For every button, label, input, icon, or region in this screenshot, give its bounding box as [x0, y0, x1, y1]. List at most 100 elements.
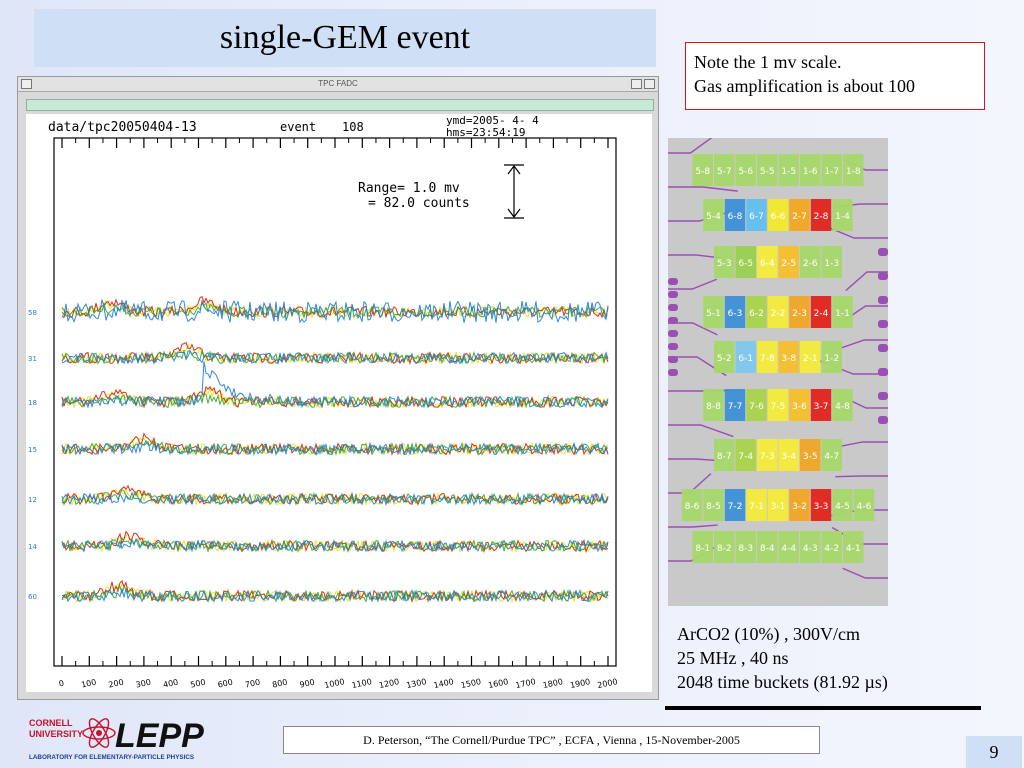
channel-label: 60	[28, 593, 37, 601]
range-label-2: = 82.0 counts	[368, 196, 470, 211]
pad-label: 1-2	[824, 354, 839, 364]
pad-label: 2-6	[803, 259, 818, 269]
pad-trace	[840, 339, 888, 349]
logo-subtitle: LABORATORY FOR ELEMENTARY-PARTICLE PHYSI…	[29, 754, 194, 761]
pad-cell	[757, 246, 778, 278]
x-tick-label: 1400	[433, 677, 455, 690]
pad-cell	[800, 439, 821, 471]
lepp-logo: CORNELL UNIVERSITY LEPP LABORATORY FOR E…	[27, 715, 237, 763]
pad-label: 4-7	[824, 452, 839, 462]
minimize-icon[interactable]	[631, 79, 642, 89]
window-menu-icon[interactable]	[21, 79, 32, 89]
pad-pin	[668, 304, 678, 311]
fadc-window: TPC FADC data/tpc20050404-13 event 108 y…	[17, 76, 659, 700]
pad-label: 8-8	[706, 402, 721, 412]
window-toolbar[interactable]	[26, 99, 654, 111]
pad-label: 3-4	[781, 452, 796, 462]
series-trace-1-2	[61, 349, 609, 366]
fadc-plot-svg: data/tpc20050404-13 event 108 ymd=2005- …	[28, 114, 619, 690]
pad-cell	[800, 531, 821, 563]
fadc-plot: data/tpc20050404-13 event 108 ymd=2005- …	[26, 114, 652, 692]
pad-pin	[878, 296, 888, 304]
note-box: Note the 1 mv scale. Gas amplification i…	[685, 42, 985, 110]
pad-pin	[668, 343, 678, 350]
pad-label: 3-8	[781, 354, 796, 364]
pad-label: 6-3	[728, 309, 743, 319]
pad-cell	[810, 489, 832, 521]
pad-cell	[853, 489, 875, 521]
pad-label: 8-5	[706, 502, 721, 512]
pad-cell	[821, 154, 842, 186]
range-label-1: Range= 1.0 mv	[358, 181, 460, 196]
pad-cell	[821, 246, 842, 278]
pad-pin	[878, 248, 888, 256]
pad-trace	[819, 223, 888, 239]
x-tick-label: 2000	[597, 677, 619, 690]
pad-label: 5-1	[706, 309, 721, 319]
window-title: TPC FADC	[318, 79, 358, 88]
pad-label: 7-5	[771, 402, 786, 412]
pad-cell	[789, 489, 810, 521]
pad-cell	[703, 389, 724, 421]
pad-cell	[767, 199, 789, 231]
window-title-bar[interactable]: TPC FADC	[18, 77, 658, 92]
series-trace-1-3	[61, 350, 609, 365]
page-number: 9	[989, 741, 999, 762]
pad-label: 4-3	[803, 544, 818, 554]
pad-label: 1-6	[803, 167, 818, 177]
pad-cell	[767, 389, 789, 421]
x-tick-label: 800	[271, 678, 288, 690]
pad-cell	[800, 246, 821, 278]
pad-label: 8-3	[738, 544, 753, 554]
x-tick-label: 1200	[378, 677, 400, 690]
slide-title: single-GEM event	[219, 19, 471, 56]
x-tick-label: 900	[299, 678, 316, 690]
pad-trace	[835, 475, 888, 478]
pad-label: 4-4	[781, 544, 796, 554]
hms-label: hms=23:54:19	[446, 126, 525, 139]
x-tick-label: 1300	[405, 677, 427, 690]
pad-label: 6-6	[771, 212, 786, 222]
x-tick-label: 400	[162, 678, 179, 690]
pad-label: 2-7	[792, 212, 807, 222]
maximize-icon[interactable]	[644, 79, 655, 89]
pad-cell	[789, 296, 810, 328]
pad-pin	[878, 392, 888, 400]
x-tick-label: 100	[80, 678, 97, 690]
pad-cell	[724, 199, 746, 231]
series-trace-0-2	[61, 301, 609, 320]
pad-label: 7-3	[760, 452, 775, 462]
pad-label: 3-3	[814, 502, 829, 512]
x-tick-label: 1800	[542, 677, 564, 690]
pad-cell	[843, 531, 864, 563]
logo-university: UNIVERSITY	[29, 729, 83, 739]
pad-pin	[668, 278, 678, 285]
channel-label: 58	[28, 309, 37, 317]
pad-label: 4-1	[846, 544, 861, 554]
pad-pin	[668, 330, 678, 337]
pad-cell	[789, 389, 810, 421]
pad-label: 2-4	[814, 309, 829, 319]
series-trace-4-3	[61, 491, 609, 507]
x-tick-label: 200	[108, 678, 125, 690]
pad-trace	[668, 524, 718, 528]
pad-label: 2-3	[792, 309, 807, 319]
pad-cell	[810, 296, 832, 328]
pad-cell	[778, 531, 799, 563]
pad-trace	[845, 271, 888, 292]
pad-trace	[836, 441, 888, 448]
series-trace-2-2	[61, 393, 609, 409]
pad-label: 4-6	[857, 502, 872, 512]
channel-label: 15	[28, 446, 37, 454]
pad-pin	[878, 344, 888, 352]
pad-label: 5-2	[717, 354, 732, 364]
pad-cell	[735, 154, 756, 186]
pad-label: 8-2	[717, 544, 732, 554]
pad-label: 5-5	[760, 167, 775, 177]
pad-label: 8-1	[695, 544, 710, 554]
pad-cell	[735, 341, 756, 373]
pad-cell	[714, 154, 735, 186]
pad-cell	[843, 154, 864, 186]
pad-cell	[735, 531, 756, 563]
pad-cell	[821, 341, 842, 373]
